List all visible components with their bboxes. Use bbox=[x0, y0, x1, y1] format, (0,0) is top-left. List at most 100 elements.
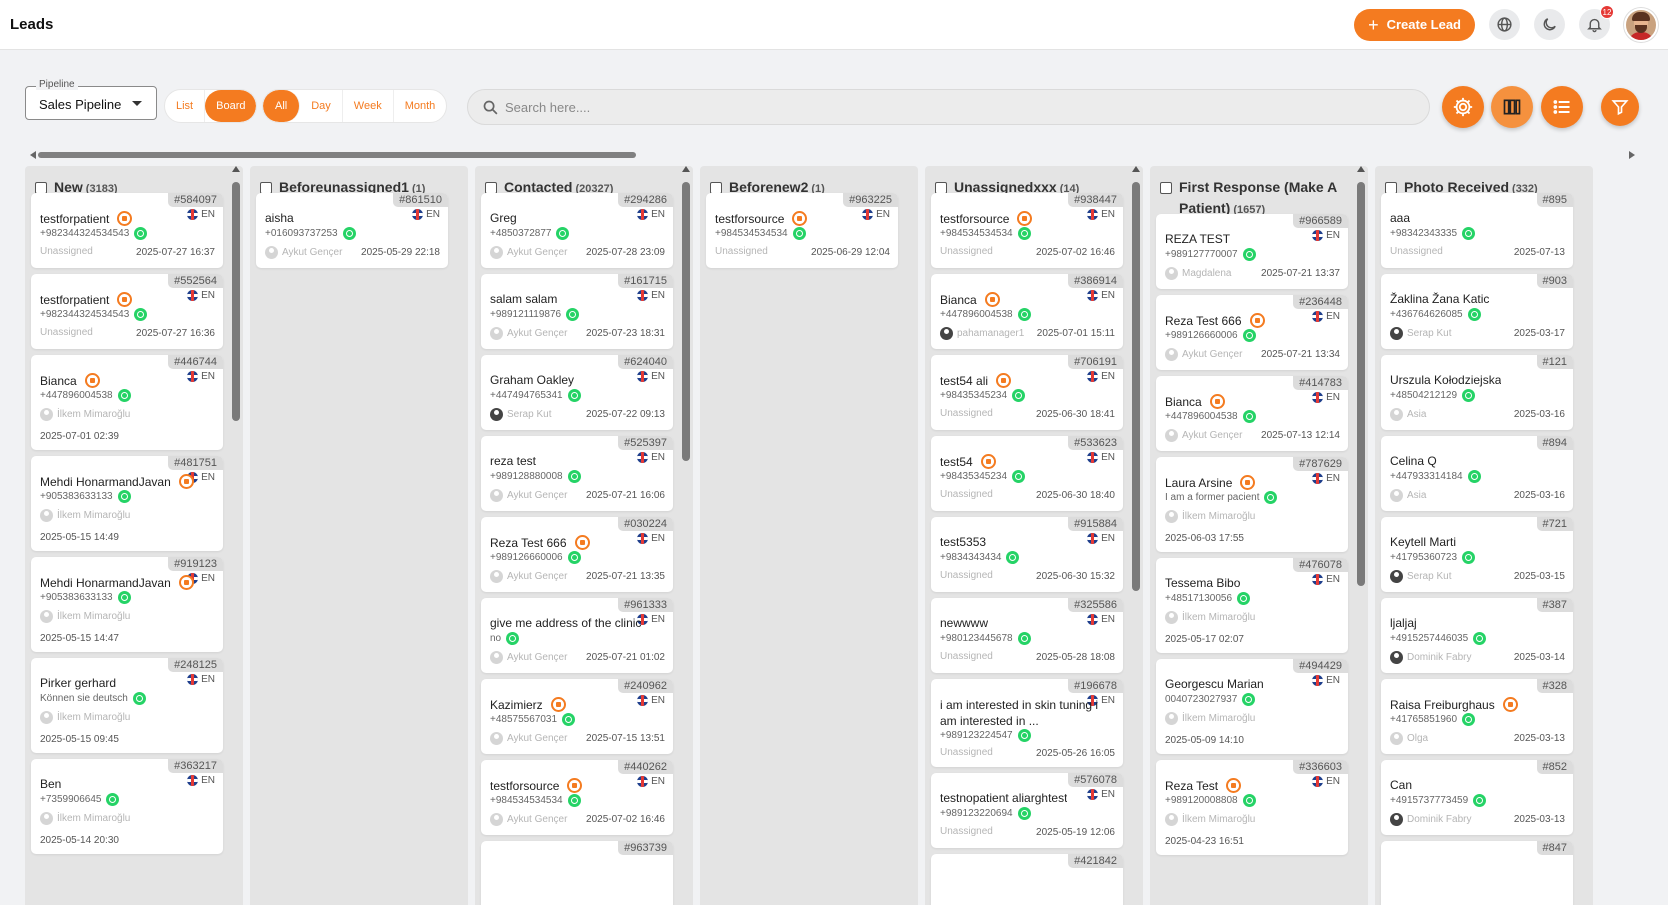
whatsapp-icon[interactable] bbox=[1242, 410, 1256, 423]
whatsapp-icon[interactable] bbox=[1242, 794, 1256, 807]
column-scrollbar[interactable] bbox=[1132, 166, 1141, 905]
lead-card[interactable]: #938447 EN testforsource +984534534534 Unass… bbox=[931, 193, 1123, 268]
column-scrollbar[interactable] bbox=[682, 166, 691, 905]
whatsapp-icon[interactable] bbox=[1473, 794, 1487, 807]
settings-button[interactable] bbox=[1442, 86, 1484, 128]
lead-card[interactable]: #421842 bbox=[931, 854, 1123, 905]
scroll-left-icon[interactable] bbox=[30, 151, 36, 159]
lead-card[interactable]: #476078 EN Tessema Bibo +48517130056 İlkem M… bbox=[1156, 558, 1348, 653]
whatsapp-icon[interactable] bbox=[562, 713, 576, 726]
lead-card[interactable]: #895 aaa +98342343335 Unassigned 2025-07-13 bbox=[1381, 193, 1573, 268]
create-lead-button[interactable]: + Create Lead bbox=[1354, 8, 1475, 41]
column-scrollbar-thumb[interactable] bbox=[1132, 182, 1140, 591]
lead-card[interactable]: #624040 EN Graham Oakley +447494765341 Serap… bbox=[481, 355, 673, 430]
lead-card[interactable]: #236448 EN Reza Test 666 +989126660006 Aykut… bbox=[1156, 295, 1348, 370]
lead-card[interactable]: #336603 EN Reza Test +989120008808 İlkem Mim… bbox=[1156, 760, 1348, 855]
column-select-checkbox[interactable] bbox=[1160, 182, 1172, 194]
lead-card[interactable]: #196678 EN i am interested in skin tuning … bbox=[931, 679, 1123, 767]
whatsapp-icon[interactable] bbox=[132, 692, 146, 705]
lead-card[interactable]: #494429 EN Georgescu Marian 0040723027937 İl… bbox=[1156, 659, 1348, 754]
lead-card[interactable]: #721 Keytell Marti +41795360723 Serap Kut 20… bbox=[1381, 517, 1573, 592]
whatsapp-icon[interactable] bbox=[117, 591, 131, 604]
whatsapp-icon[interactable] bbox=[134, 227, 148, 240]
lead-card[interactable]: #706191 EN test54 ali +98435345234 Unassigne… bbox=[931, 355, 1123, 430]
lead-card[interactable]: #963225 EN testforsource +984534534534 Unass… bbox=[706, 193, 898, 268]
whatsapp-icon[interactable] bbox=[117, 490, 131, 503]
whatsapp-icon[interactable] bbox=[567, 551, 581, 564]
lead-card[interactable]: #847 bbox=[1381, 841, 1573, 905]
lead-card[interactable]: #861510 EN aisha +016093737253 Aykut Gençer 2… bbox=[256, 193, 448, 268]
column-scrollbar-thumb[interactable] bbox=[232, 182, 240, 421]
lead-card[interactable]: #240962 EN Kazimierz +48575567031 Aykut Genç… bbox=[481, 679, 673, 754]
filter-button[interactable] bbox=[1601, 88, 1639, 126]
lead-card[interactable]: #787629 EN Laura Arsine I am a former pacie… bbox=[1156, 457, 1348, 552]
whatsapp-icon[interactable] bbox=[1462, 227, 1476, 240]
whatsapp-icon[interactable] bbox=[1017, 807, 1031, 820]
lead-card[interactable]: #963739 bbox=[481, 841, 673, 905]
lead-card[interactable]: #852 Can +4915737773459 Dominik Fabry 2025-0… bbox=[1381, 760, 1573, 835]
lead-card[interactable]: #903 Žaklina Žana Katic +436764626085 Serap… bbox=[1381, 274, 1573, 349]
whatsapp-icon[interactable] bbox=[1017, 308, 1031, 321]
lead-card[interactable]: #387 ljaljaj +4915257446035 Dominik Fabry 20… bbox=[1381, 598, 1573, 673]
whatsapp-icon[interactable] bbox=[1462, 713, 1476, 726]
lead-card[interactable]: #961333 EN give me address of the clinic no… bbox=[481, 598, 673, 673]
scrollbar-thumb[interactable] bbox=[38, 152, 636, 158]
scroll-up-icon[interactable] bbox=[1132, 166, 1140, 172]
notifications-button[interactable]: 12 bbox=[1579, 5, 1614, 40]
whatsapp-icon[interactable] bbox=[117, 389, 131, 402]
scroll-up-icon[interactable] bbox=[682, 166, 690, 172]
period-week-button[interactable]: Week bbox=[343, 90, 394, 122]
lead-card[interactable]: #161715 EN salam salam +989121119876 Aykut G… bbox=[481, 274, 673, 349]
period-day-button[interactable]: Day bbox=[300, 90, 343, 122]
lead-card[interactable]: #446744 EN Bianca +447896004538 İlkem Mimaro… bbox=[31, 355, 223, 450]
whatsapp-icon[interactable] bbox=[1242, 693, 1256, 706]
search-bar[interactable]: Search here.... bbox=[467, 89, 1430, 125]
column-scrollbar[interactable] bbox=[232, 166, 241, 905]
whatsapp-icon[interactable] bbox=[1467, 308, 1481, 321]
board-view-button[interactable] bbox=[1491, 86, 1533, 128]
lead-card[interactable]: #328 Raisa Freiburghaus +41765851960 Olga 20… bbox=[1381, 679, 1573, 754]
board-horizontal-scrollbar[interactable] bbox=[30, 151, 1635, 159]
whatsapp-icon[interactable] bbox=[1242, 329, 1256, 342]
scroll-up-icon[interactable] bbox=[232, 166, 240, 172]
whatsapp-icon[interactable] bbox=[1467, 470, 1481, 483]
whatsapp-icon[interactable] bbox=[506, 632, 520, 645]
lead-card[interactable]: #966589 EN REZA TEST +989127770007 Magdalena… bbox=[1156, 214, 1348, 289]
whatsapp-icon[interactable] bbox=[1017, 632, 1031, 645]
column-scrollbar[interactable] bbox=[1357, 166, 1366, 905]
whatsapp-icon[interactable] bbox=[1006, 551, 1020, 564]
lead-card[interactable]: #894 Celina Q +447933314184 Asia 2025-03-16 bbox=[1381, 436, 1573, 511]
column-scrollbar-thumb[interactable] bbox=[1357, 182, 1365, 586]
whatsapp-icon[interactable] bbox=[106, 793, 120, 806]
user-avatar[interactable] bbox=[1624, 7, 1658, 42]
column-scrollbar-thumb[interactable] bbox=[682, 182, 690, 461]
lead-card[interactable]: #363217 EN Ben +7359906645 İlkem Mimaroğlu 20… bbox=[31, 759, 223, 854]
whatsapp-icon[interactable] bbox=[556, 227, 570, 240]
lead-card[interactable]: #576078 EN testnopatient aliarghtest +98912… bbox=[931, 773, 1123, 848]
theme-toggle-button[interactable] bbox=[1534, 9, 1565, 40]
whatsapp-icon[interactable] bbox=[1017, 729, 1031, 742]
whatsapp-icon[interactable] bbox=[792, 227, 806, 240]
whatsapp-icon[interactable] bbox=[1462, 551, 1476, 564]
lead-card[interactable]: #533623 EN test54 +98435345234 Unassigned 202… bbox=[931, 436, 1123, 511]
scroll-up-icon[interactable] bbox=[1357, 166, 1365, 172]
lead-card[interactable]: #248125 EN Pirker gerhard Können sie deutsc… bbox=[31, 658, 223, 753]
lead-card[interactable]: #552564 EN testforpatient +982344324534543 U… bbox=[31, 274, 223, 349]
whatsapp-icon[interactable] bbox=[1012, 470, 1026, 483]
whatsapp-icon[interactable] bbox=[567, 389, 581, 402]
view-list-button[interactable]: List bbox=[165, 90, 206, 122]
lead-card[interactable]: #386914 EN Bianca +447896004538 pahamanager1… bbox=[931, 274, 1123, 349]
whatsapp-icon[interactable] bbox=[567, 470, 581, 483]
whatsapp-icon[interactable] bbox=[1237, 592, 1251, 605]
language-button[interactable] bbox=[1489, 9, 1520, 40]
lead-card[interactable]: #919123 EN Mehdi HonarmandJavan +9053836331… bbox=[31, 557, 223, 652]
lead-card[interactable]: #030224 EN Reza Test 666 +989126660006 Aykut… bbox=[481, 517, 673, 592]
period-all-button[interactable]: All bbox=[263, 90, 301, 122]
lead-card[interactable]: #121 Urszula Kołodziejska +48504212129 Asia… bbox=[1381, 355, 1573, 430]
lead-card[interactable]: #414783 EN Bianca +447896004538 Aykut Gençer… bbox=[1156, 376, 1348, 451]
view-board-button[interactable]: Board bbox=[205, 90, 257, 122]
whatsapp-icon[interactable] bbox=[1017, 227, 1031, 240]
whatsapp-icon[interactable] bbox=[1242, 248, 1256, 261]
whatsapp-icon[interactable] bbox=[342, 227, 356, 240]
lead-card[interactable]: #481751 EN Mehdi HonarmandJavan +9053836331… bbox=[31, 456, 223, 551]
